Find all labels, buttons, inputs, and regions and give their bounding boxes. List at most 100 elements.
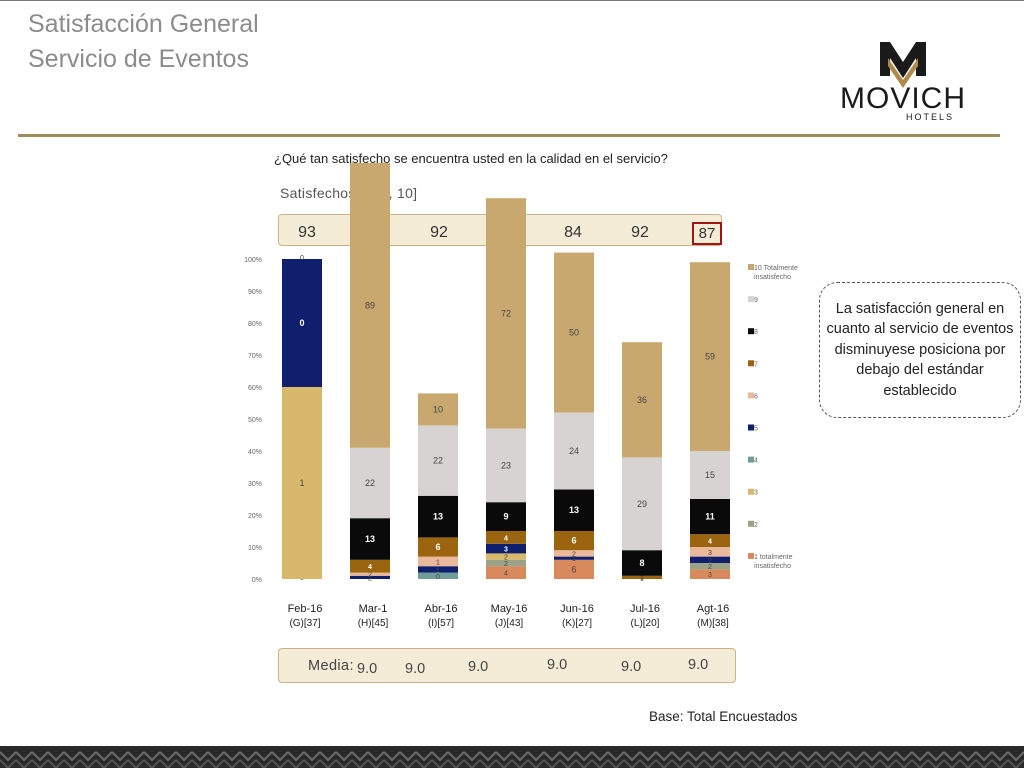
x-tick-sublabel: (G)[37] <box>289 618 320 629</box>
bar-segment <box>486 502 526 531</box>
media-label: Media: <box>308 658 354 674</box>
media-value-5: 9.0 <box>621 659 642 675</box>
bar-segment <box>350 575 390 579</box>
bar-data-label: 2 <box>708 558 712 565</box>
legend-label: 1 totalmente <box>754 554 793 561</box>
bar-data-label: 3 <box>708 572 712 579</box>
bar-segment <box>418 425 458 496</box>
bar-data-label: 24 <box>569 446 579 456</box>
bar-data-label: 22 <box>365 478 375 488</box>
bar-data-label: 13 <box>569 505 579 515</box>
media-value-6: 9.0 <box>688 657 709 673</box>
bar-data-label: 0 <box>300 255 304 262</box>
bar-segment <box>690 569 730 579</box>
bar-segment <box>418 393 458 426</box>
bar-segment <box>690 534 730 547</box>
logo-sub-text: HOTELS <box>906 112 954 122</box>
logo-brand-text: MOVICH <box>840 82 966 115</box>
legend-label: 9 <box>754 297 758 304</box>
bar-segment <box>486 543 526 554</box>
x-tick-label: Jun-16 <box>560 603 594 615</box>
bar-data-label: 6 <box>435 542 440 552</box>
bar-data-label: 1 <box>640 575 644 582</box>
base-note: Base: Total Encuestados <box>649 709 798 724</box>
legend-label: 4 <box>754 458 758 465</box>
bar-data-label: 22 <box>433 456 443 466</box>
bar-data-label: 50 <box>569 328 579 338</box>
bar-segment <box>554 556 594 560</box>
bar-data-label: 6 <box>571 536 576 546</box>
bar-data-label: 0 <box>299 318 304 328</box>
page-title-line2: Servicio de Eventos <box>28 45 249 73</box>
legend-label: 7 <box>754 361 758 368</box>
y-tick-label: 30% <box>248 481 262 488</box>
media-value-3: 9.0 <box>468 659 489 675</box>
logo-mark-gold <box>888 58 918 88</box>
legend-label: 10 Totalmente <box>754 265 798 272</box>
legend-swatch <box>748 392 754 399</box>
legend-label: 8 <box>754 329 758 336</box>
x-tick-sublabel: (L)[20] <box>631 618 660 629</box>
bar-segment <box>418 537 458 557</box>
x-tick-label: May-16 <box>491 603 528 615</box>
footer-pattern <box>0 746 1024 768</box>
x-tick-label: Agt-16 <box>697 603 729 615</box>
satisfied-value-jun: 84 <box>564 224 582 241</box>
x-tick-sublabel: (I)[57] <box>428 618 454 629</box>
bar-data-label: 4 <box>504 535 508 542</box>
bar-data-label: 4 <box>368 564 372 571</box>
bar-segment <box>486 531 526 544</box>
media-band <box>278 648 736 683</box>
bar-segment <box>690 547 730 557</box>
media-value-4: 9.0 <box>547 657 568 673</box>
legend-label: 6 <box>754 393 758 400</box>
bar-segment <box>350 572 390 576</box>
bar-data-label: 2 <box>368 575 372 582</box>
bar-data-label: 6 <box>571 564 576 574</box>
bar-segment <box>486 428 526 503</box>
bar-segment <box>418 495 458 538</box>
bar-segment <box>554 252 594 413</box>
x-tick-label: Feb-16 <box>288 603 323 615</box>
bar-data-label: 1 <box>436 567 440 574</box>
bar-segment <box>486 559 526 567</box>
bar-data-label: 2 <box>708 564 712 571</box>
legend-swatch <box>748 360 754 367</box>
bar-segment <box>486 553 526 560</box>
x-tick-label: Mar-1 <box>359 603 388 615</box>
bar-data-label: 1 <box>572 556 576 563</box>
bar-segment <box>350 559 390 573</box>
bar-data-label: 13 <box>433 512 443 522</box>
bar-data-label: 36 <box>637 395 647 405</box>
bar-segment <box>554 531 594 551</box>
y-tick-label: 20% <box>248 513 262 520</box>
x-tick-sublabel: (K)[27] <box>562 618 592 629</box>
x-tick-sublabel: (J)[43] <box>495 618 524 629</box>
legend-swatch <box>748 424 754 431</box>
bar-data-label: 4 <box>504 571 508 578</box>
bar-data-label: 9 <box>503 512 508 522</box>
x-tick-sublabel: (M)[38] <box>697 618 729 629</box>
bar-segment <box>554 550 594 557</box>
bar-data-label: 89 <box>365 300 375 310</box>
bar-segment <box>622 457 662 551</box>
bar-data-label: 29 <box>637 499 647 509</box>
bar-segment <box>418 572 458 579</box>
bar-data-label: 2 <box>504 561 508 568</box>
bar-segment <box>690 451 730 499</box>
bar-segment <box>690 556 730 563</box>
satisfied-value-agt-highlight: 87 <box>692 222 722 245</box>
bar-data-label: 4 <box>708 539 712 546</box>
legend-swatch <box>748 296 754 303</box>
bar-data-label: 72 <box>501 308 511 318</box>
bar-segment <box>622 550 662 576</box>
bar-segment <box>486 566 526 579</box>
logo-mark-dark <box>880 42 926 78</box>
bar-data-label: 10 <box>433 404 443 414</box>
bar-data-label: 1 <box>436 559 440 566</box>
satisfied-value-feb: 93 <box>298 224 316 241</box>
bar-segment <box>418 556 458 567</box>
bar-data-label: 11 <box>705 512 715 522</box>
top-border-line <box>0 0 1024 1</box>
